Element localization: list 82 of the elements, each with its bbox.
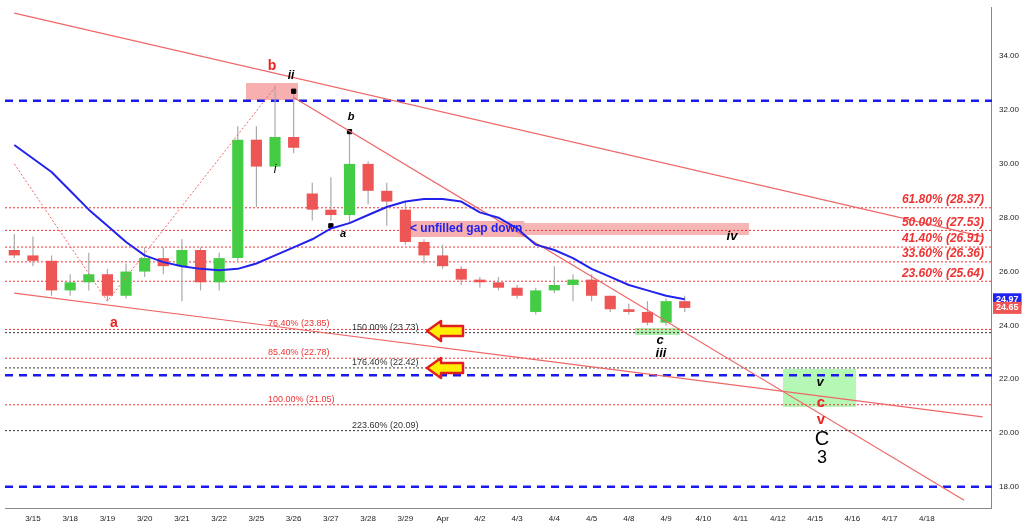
candlestick <box>325 176 337 222</box>
candlestick <box>27 235 39 267</box>
x-tick-label: 4/4 <box>548 514 561 524</box>
annotation: b <box>347 110 355 123</box>
y-tick-label: 30.00 <box>998 159 1020 169</box>
candlestick <box>83 252 95 291</box>
x-tick-label: 4/10 <box>695 514 712 524</box>
y-tick-label: 34.00 <box>998 51 1020 61</box>
ref-line-label: 150.00% (23.73) <box>352 321 419 332</box>
candlestick <box>437 244 449 270</box>
candlestick <box>586 273 598 302</box>
x-tick-label: 3/26 <box>285 514 302 524</box>
candlestick <box>455 265 467 286</box>
x-tick-label: 3/19 <box>99 514 116 524</box>
annotation: c <box>816 393 826 411</box>
candlestick <box>64 273 76 297</box>
candlestick <box>306 182 318 222</box>
x-tick-label: 3/18 <box>62 514 79 524</box>
x-tick-label: 3/15 <box>25 514 42 524</box>
ref-line-label: 85.40% (22.78) <box>268 347 330 358</box>
x-tick-label: 3/27 <box>323 514 340 524</box>
x-tick-label: 3/20 <box>136 514 153 524</box>
x-tick-label: 3/29 <box>397 514 414 524</box>
ref-line-label: 41.40% (26.91) <box>900 231 984 246</box>
point <box>328 223 334 229</box>
x-tick-label: 4/2 <box>474 514 486 524</box>
y-tick-label: 24.00 <box>998 320 1020 330</box>
annotation: iv <box>726 227 739 243</box>
candlestick <box>418 238 430 265</box>
annotation: iii <box>655 344 667 360</box>
annotation: 24.97 <box>995 293 1019 304</box>
annotation: 3 <box>816 446 828 467</box>
ref-line-label: 176.40% (22.42) <box>352 356 419 367</box>
candlestick <box>381 182 393 227</box>
ref-line-label: 76.40% (23.85) <box>268 318 330 329</box>
ref-line-label: 33.60% (26.36) <box>901 246 984 261</box>
x-tick-label: 4/9 <box>660 514 673 524</box>
annotation: b <box>267 56 277 73</box>
x-tick-label: 4/18 <box>919 514 936 524</box>
candlestick <box>8 233 20 259</box>
ref-line-label: 23.60% (25.64) <box>900 265 984 280</box>
x-tick-label: 3/25 <box>248 514 265 524</box>
y-tick-label: 22.00 <box>998 374 1020 384</box>
x-tick-label: 4/15 <box>807 514 824 524</box>
candlestick <box>139 246 151 278</box>
candlestick <box>176 238 188 302</box>
y-tick-label: 20.00 <box>998 428 1020 438</box>
annotation: c <box>656 331 665 347</box>
annotation: v <box>816 410 826 428</box>
y-tick-label: 18.00 <box>998 482 1020 492</box>
y-tick-label: 32.00 <box>998 105 1020 115</box>
x-tick-label: 4/17 <box>881 514 898 524</box>
annotation: v <box>816 373 825 389</box>
annotation: ii <box>287 68 295 83</box>
candlestick <box>660 297 672 326</box>
ref-line-label: 223.60% (20.09) <box>352 419 419 430</box>
annotation: 24.65 <box>995 302 1019 313</box>
x-tick-label: 3/22 <box>211 514 228 524</box>
candlestick <box>288 90 300 154</box>
candlestick <box>567 273 579 302</box>
x-tick-label: Apr <box>436 514 450 524</box>
x-tick-label: 4/12 <box>770 514 787 524</box>
ref-line-label: 100.00% (21.05) <box>268 393 335 404</box>
annotation: a <box>339 227 347 240</box>
x-tick-label: 3/28 <box>360 514 377 524</box>
candlestick <box>548 265 560 294</box>
annotation: a <box>110 313 119 330</box>
y-tick-label: 28.00 <box>998 212 1020 222</box>
x-tick-label: 4/16 <box>844 514 861 524</box>
ref-line-label: 61.80% (28.37) <box>901 192 984 207</box>
point <box>291 88 297 94</box>
x-tick-label: 4/8 <box>623 514 635 524</box>
annotation: C <box>814 426 830 449</box>
x-tick-label: 4/5 <box>586 514 598 524</box>
y-tick-label: 26.00 <box>998 266 1020 276</box>
x-tick-label: 3/21 <box>174 514 191 524</box>
x-tick-label: 4/3 <box>511 514 524 524</box>
x-tick-label: 4/11 <box>733 514 749 524</box>
annotation: i <box>273 162 277 177</box>
candlestick <box>530 287 542 316</box>
candlestick <box>641 300 654 326</box>
candlestick <box>101 268 114 302</box>
